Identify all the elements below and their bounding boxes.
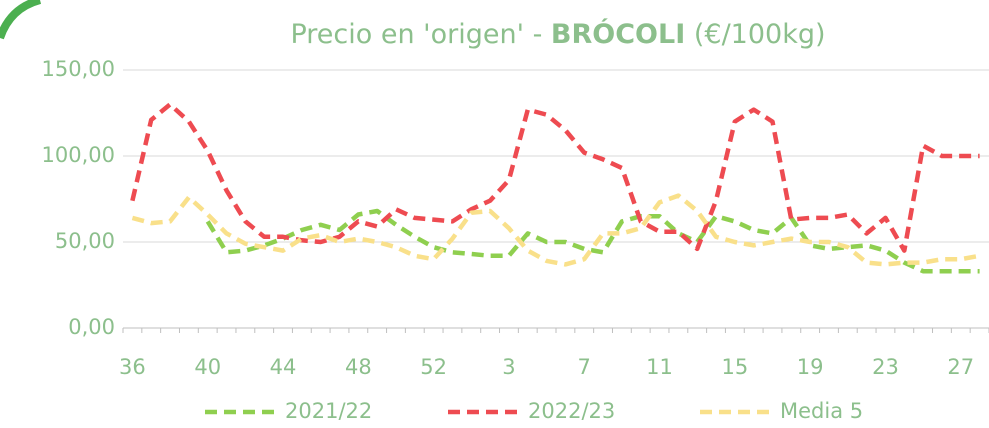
y-tick-label: 50,00 <box>55 229 115 253</box>
x-tick-label: 11 <box>646 355 673 379</box>
y-tick-label: 150,00 <box>42 57 115 81</box>
x-tick-label: 48 <box>345 355 372 379</box>
legend-label: 2021/22 <box>285 399 372 423</box>
corner-decoration <box>0 0 42 40</box>
series-line <box>131 193 981 267</box>
x-tick-label: 15 <box>721 355 748 379</box>
title-part: Precio en 'origen' - <box>290 19 542 50</box>
series-line <box>205 208 980 274</box>
legend-label: Media 5 <box>780 399 863 423</box>
x-tick-label: 27 <box>947 355 974 379</box>
legend-label: 2022/23 <box>528 399 615 423</box>
x-tick-label: 40 <box>194 355 221 379</box>
series-line <box>130 102 980 253</box>
y-tick-label: 0,00 <box>68 315 115 339</box>
y-tick-label: 100,00 <box>42 143 115 167</box>
x-tick-label: 44 <box>270 355 297 379</box>
x-tick-label: 23 <box>872 355 899 379</box>
title-bold: BRÓCOLI <box>551 18 685 50</box>
x-tick-label: 52 <box>420 355 447 379</box>
x-tick-label: 36 <box>119 355 146 379</box>
title-part: (€/100kg) <box>694 19 826 50</box>
chart-title: Precio en 'origen' - BRÓCOLI (€/100kg) <box>290 18 825 50</box>
x-tick-label: 7 <box>578 355 591 379</box>
x-tick-label: 19 <box>797 355 824 379</box>
x-tick-label: 3 <box>502 355 515 379</box>
